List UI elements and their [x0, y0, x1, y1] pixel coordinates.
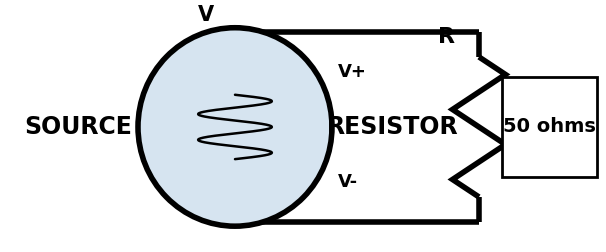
Text: RESISTOR: RESISTOR: [327, 115, 458, 139]
Text: V+: V+: [338, 64, 367, 81]
Ellipse shape: [138, 28, 332, 226]
Bar: [502, 77, 596, 177]
Text: 50 ohms: 50 ohms: [503, 117, 596, 136]
Text: V-: V-: [338, 173, 358, 191]
Text: SOURCE: SOURCE: [24, 115, 132, 139]
Text: R: R: [438, 27, 455, 47]
Text: V: V: [198, 5, 214, 25]
